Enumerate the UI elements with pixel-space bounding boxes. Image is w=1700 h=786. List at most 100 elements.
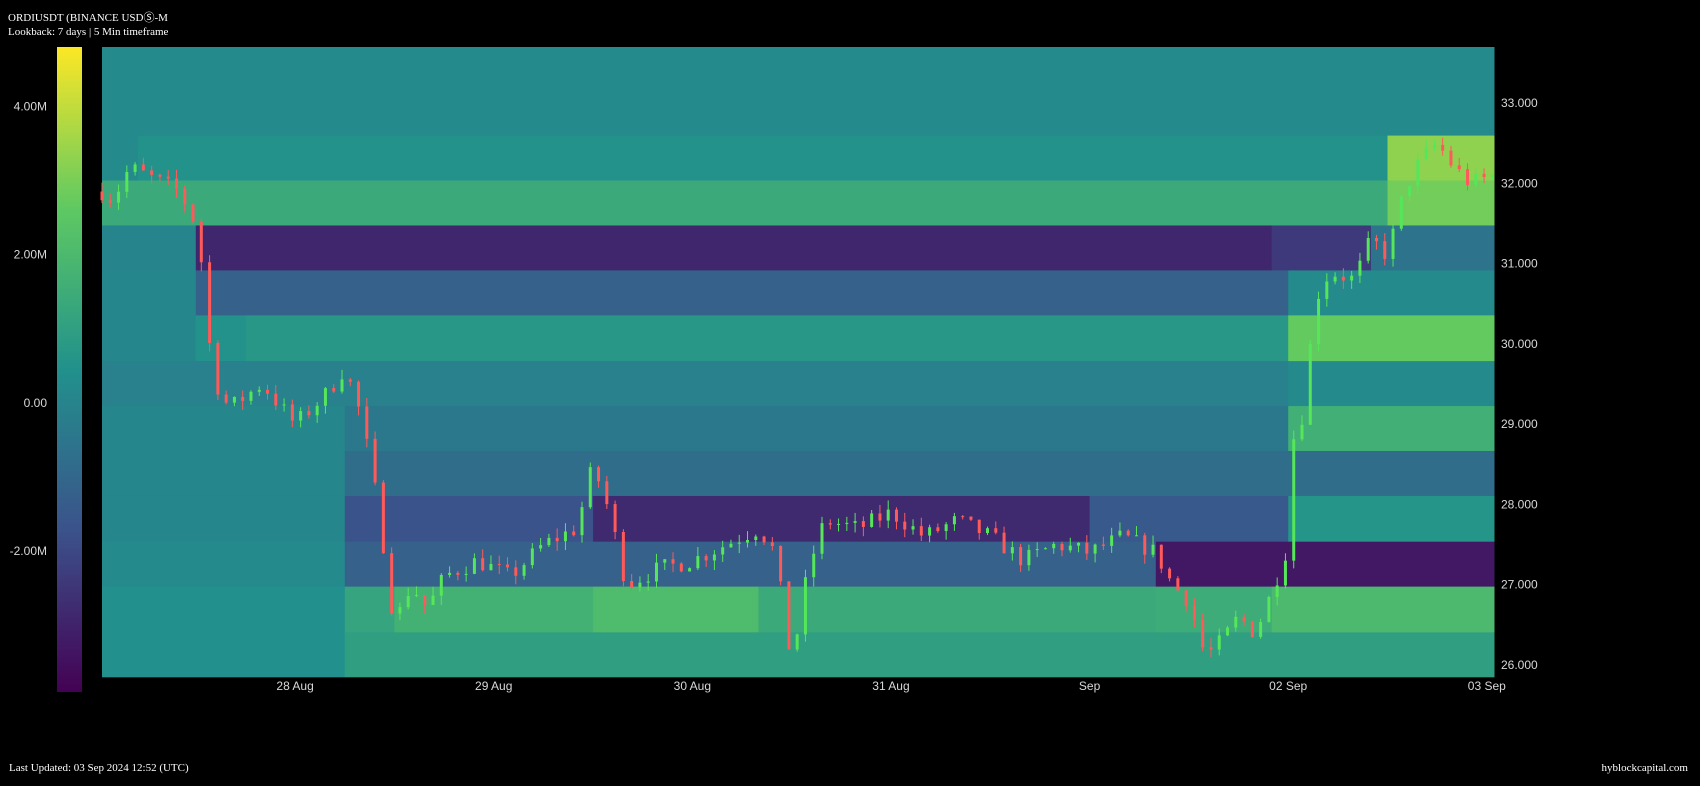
y-tick-label: 33.000 <box>1501 96 1538 110</box>
candle-body <box>1192 606 1196 621</box>
candle-body <box>1052 543 1056 549</box>
candle-body <box>712 554 716 561</box>
x-tick-label: Sep <box>1079 679 1101 693</box>
candle-body <box>961 516 965 518</box>
candle-body <box>199 221 203 263</box>
candle-body <box>332 388 336 392</box>
candle-body <box>506 564 510 568</box>
heatmap-cell <box>1288 270 1495 316</box>
candle-body <box>1333 276 1337 282</box>
candle-body <box>1399 196 1403 229</box>
candle-body <box>663 559 667 563</box>
candle-body <box>853 521 857 523</box>
candle-body <box>1159 544 1163 569</box>
candle-body <box>357 381 361 407</box>
candle-body <box>952 516 956 525</box>
colorbar <box>57 47 82 692</box>
colorbar-tick-label: 0.00 <box>24 396 48 410</box>
candle-body <box>1101 544 1105 546</box>
candle-body <box>1457 165 1461 170</box>
candle-body <box>1085 542 1089 554</box>
candle-body <box>108 200 112 203</box>
candle-body <box>779 546 783 582</box>
last-updated-text: Last Updated: 03 Sep 2024 12:52 (UTC) <box>9 762 189 774</box>
candle-body <box>539 545 543 549</box>
candle-body <box>158 174 162 177</box>
candle-body <box>125 171 129 192</box>
candle-body <box>340 379 344 392</box>
candle-body <box>1325 281 1329 299</box>
candle-body <box>1060 543 1064 551</box>
heatmap-cell <box>1387 180 1495 226</box>
heatmap-cell <box>1155 541 1495 587</box>
heatmap-cell <box>102 450 346 496</box>
candle-body <box>977 519 981 534</box>
heatmap-cell <box>344 450 1495 496</box>
candle-body <box>928 527 932 536</box>
candle-body <box>1217 635 1221 650</box>
price-candles <box>100 137 1494 658</box>
heatmap-cell <box>102 632 346 678</box>
candle-body <box>431 595 435 605</box>
candle-body <box>1201 620 1205 648</box>
heatmap-cell <box>102 135 139 181</box>
candle-body <box>117 191 121 203</box>
candle-body <box>315 405 319 416</box>
candle-body <box>1176 578 1180 591</box>
candle-body <box>563 531 567 542</box>
candle-body <box>299 411 303 421</box>
heatmap-cell <box>1370 225 1495 271</box>
heatmap-cell <box>102 541 346 587</box>
candle-body <box>232 396 236 403</box>
candle-body <box>762 536 766 543</box>
y-tick-label: 26.000 <box>1501 658 1538 672</box>
heatmap-cell <box>1155 586 1273 633</box>
heatmap-cell <box>394 586 594 633</box>
candle-body <box>679 563 683 572</box>
candle-body <box>266 389 270 394</box>
candle-body <box>1035 549 1039 551</box>
x-tick-label: 29 Aug <box>475 679 512 693</box>
candle-body <box>754 536 758 541</box>
candle-body <box>1350 275 1354 281</box>
candle-body <box>547 537 551 546</box>
candle-body <box>1383 241 1387 259</box>
candle-body <box>1341 276 1345 281</box>
heatmap-cell <box>102 225 197 271</box>
candle-body <box>208 262 212 343</box>
candle-body <box>1093 544 1097 554</box>
candle-body <box>166 176 170 179</box>
candle-body <box>1134 535 1138 537</box>
candle-body <box>878 513 882 521</box>
y-axis-ticks: 26.000 27.000 28.000 29.000 30.000 31.000 32.0… <box>1501 96 1538 672</box>
candle-body <box>828 523 832 525</box>
candle-body <box>1002 532 1006 554</box>
candle-body <box>241 396 245 401</box>
heatmap-cell <box>102 180 1389 226</box>
candle-body <box>249 391 253 401</box>
candle-body <box>894 509 898 522</box>
heatmap-cell <box>195 270 1289 316</box>
candle-body <box>1490 174 1494 177</box>
candle-body <box>1292 439 1296 561</box>
candle-body <box>1118 530 1122 536</box>
chart-subtitle: Lookback: 7 days | 5 Min timeframe <box>8 26 169 38</box>
candle-body <box>704 556 708 561</box>
candle-body <box>373 438 377 483</box>
heatmap-cell <box>1288 405 1495 451</box>
heatmap-cell <box>593 495 1091 542</box>
colorbar-tick-label: -2.00M <box>10 544 47 558</box>
candle-body <box>1391 228 1395 259</box>
candle-body <box>1358 260 1362 276</box>
candle-body <box>646 581 650 583</box>
candle-body <box>638 582 642 588</box>
candle-body <box>307 411 311 416</box>
candle-body <box>1226 627 1230 636</box>
candle-body <box>1168 568 1172 579</box>
candle-body <box>183 188 187 205</box>
candle-body <box>489 564 493 571</box>
candle-body <box>1374 237 1378 242</box>
candle-body <box>1308 344 1312 425</box>
brand-link[interactable]: hyblockcapital.com <box>1601 762 1688 774</box>
heatmap-cell <box>102 405 346 451</box>
